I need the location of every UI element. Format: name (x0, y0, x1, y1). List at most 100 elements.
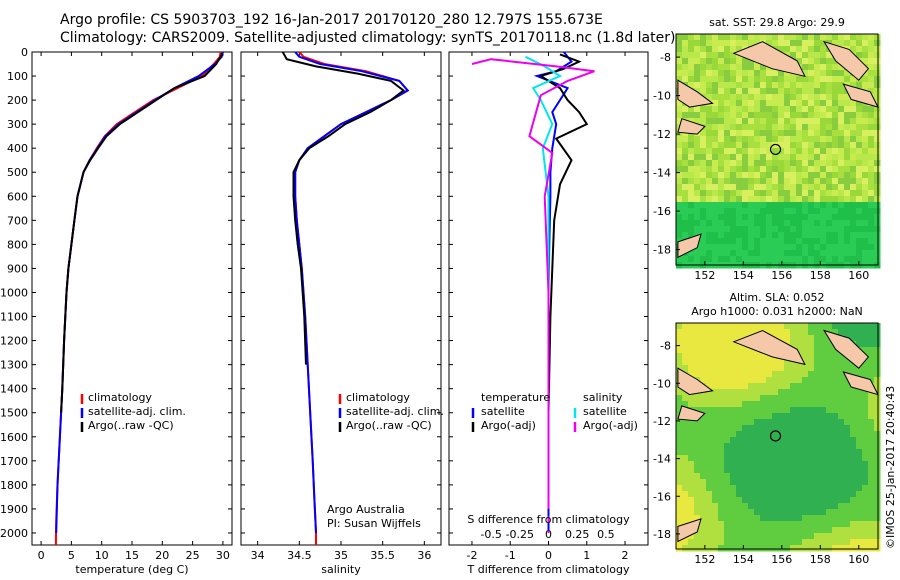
map-cell (736, 136, 743, 143)
map-cell (766, 94, 773, 101)
map-cell (826, 34, 833, 41)
map-cell (796, 202, 803, 209)
map-cell (760, 389, 767, 396)
map-cell (742, 256, 749, 263)
map-cell (736, 238, 743, 245)
map-cell (838, 395, 845, 402)
map-cell (778, 455, 785, 462)
map-cell (784, 34, 791, 41)
map-cell (730, 226, 737, 233)
map-cell (724, 347, 731, 354)
map-cell (730, 244, 737, 251)
map-cell (844, 485, 851, 492)
map-cell (844, 521, 851, 528)
map-cell (862, 389, 869, 396)
salinity-xlabel: salinity (321, 563, 361, 576)
map-cell (784, 172, 791, 179)
map-cell (814, 94, 821, 101)
map-cell (796, 34, 803, 41)
map-cell (868, 232, 875, 239)
map-cell (682, 220, 689, 227)
map-cell (772, 443, 779, 450)
map-cell (724, 431, 731, 438)
map-cell (682, 425, 689, 432)
map-cell (784, 112, 791, 119)
map-cell (772, 232, 779, 239)
map-cell (826, 371, 833, 378)
map-cell (772, 40, 779, 47)
map-cell (736, 359, 743, 366)
map-cell (862, 503, 869, 510)
map-cell (838, 461, 845, 468)
map-cell (874, 124, 881, 131)
map-cell (808, 467, 815, 474)
map-cell (742, 509, 749, 516)
map-cell (838, 40, 845, 47)
map-cell (820, 58, 827, 65)
map-cell (676, 425, 683, 432)
map-cell (808, 226, 815, 233)
map-cell (820, 172, 827, 179)
map-cell (808, 148, 815, 155)
map-cell (724, 389, 731, 396)
map-cell (796, 335, 803, 342)
map-cell (742, 70, 749, 77)
map-cell (826, 461, 833, 468)
map-cell (694, 473, 701, 480)
map-cell (730, 377, 737, 384)
map-cell (784, 250, 791, 257)
map-cell (766, 196, 773, 203)
map-cell (700, 365, 707, 372)
map-cell (772, 323, 779, 330)
map-cell (808, 521, 815, 528)
map-cell (874, 34, 881, 41)
map-cell (706, 515, 713, 522)
series-salinity-satellite (525, 55, 563, 413)
map-cell (856, 34, 863, 41)
map-cell (790, 539, 797, 546)
map-cell (748, 202, 755, 209)
diff-legend-t-satellite: satellite (481, 405, 525, 418)
map-cell (724, 172, 731, 179)
map-cell (796, 160, 803, 167)
map-cell (760, 142, 767, 149)
map-cell (712, 365, 719, 372)
map-cell (682, 365, 689, 372)
map-cell (724, 124, 731, 131)
map-cell (694, 401, 701, 408)
map-cell (826, 377, 833, 384)
map-cell (748, 413, 755, 420)
map-cell (796, 407, 803, 414)
map-cell (838, 329, 845, 336)
map-cell (700, 244, 707, 251)
map-cell (838, 238, 845, 245)
map-cell (688, 64, 695, 71)
map-cell (712, 467, 719, 474)
map-cell (688, 226, 695, 233)
map-cell (826, 160, 833, 167)
map-cell (688, 166, 695, 173)
map-cell (862, 202, 869, 209)
map-cell (826, 136, 833, 143)
map-cell (688, 365, 695, 372)
map-cell (772, 377, 779, 384)
map-cell (772, 473, 779, 480)
map-cell (718, 148, 725, 155)
map-cell (754, 515, 761, 522)
map-cell (820, 238, 827, 245)
map-cell (784, 413, 791, 420)
map-cell (772, 160, 779, 167)
map-cell (676, 365, 683, 372)
map-cell (790, 220, 797, 227)
map-cell (706, 539, 713, 546)
map-cell (838, 497, 845, 504)
map-cell (706, 220, 713, 227)
map-cell (784, 395, 791, 402)
map-cell (724, 82, 731, 89)
map-cell (862, 106, 869, 113)
lon-tick-label: 158 (810, 553, 831, 566)
map-cell (820, 244, 827, 251)
map-cell (742, 250, 749, 257)
map-cell (742, 329, 749, 336)
map-cell (754, 455, 761, 462)
